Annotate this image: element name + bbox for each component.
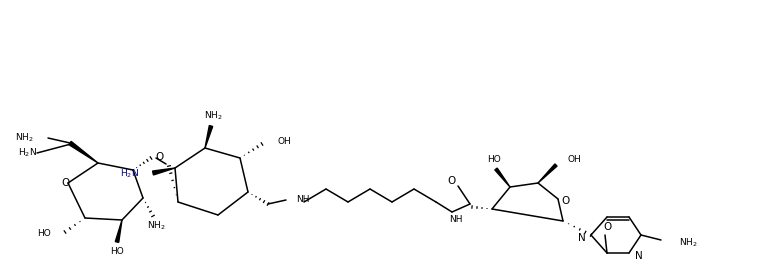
Text: NH: NH [296, 195, 310, 205]
Text: H$_2$N: H$_2$N [120, 168, 139, 180]
Polygon shape [538, 164, 557, 183]
Polygon shape [152, 168, 175, 175]
Text: O: O [447, 176, 455, 186]
Text: HO: HO [110, 248, 124, 256]
Text: OH: OH [568, 155, 582, 163]
Text: H$_2$N: H$_2$N [18, 147, 37, 159]
Text: NH$_2$: NH$_2$ [203, 110, 222, 122]
Text: O: O [603, 222, 611, 232]
Polygon shape [115, 220, 122, 242]
Text: O: O [155, 152, 163, 162]
Text: NH$_2$: NH$_2$ [679, 237, 698, 249]
Text: NH: NH [449, 214, 463, 224]
Text: NH$_2$: NH$_2$ [16, 132, 34, 144]
Polygon shape [495, 168, 510, 187]
Text: NH$_2$: NH$_2$ [147, 220, 165, 232]
Text: OH: OH [278, 137, 292, 147]
Text: O: O [61, 178, 69, 188]
Text: N: N [635, 251, 643, 261]
Text: O: O [562, 196, 570, 206]
Text: HO: HO [487, 155, 501, 163]
Text: HO: HO [38, 230, 51, 238]
Text: N: N [578, 233, 586, 243]
Polygon shape [69, 141, 98, 163]
Polygon shape [205, 126, 213, 148]
